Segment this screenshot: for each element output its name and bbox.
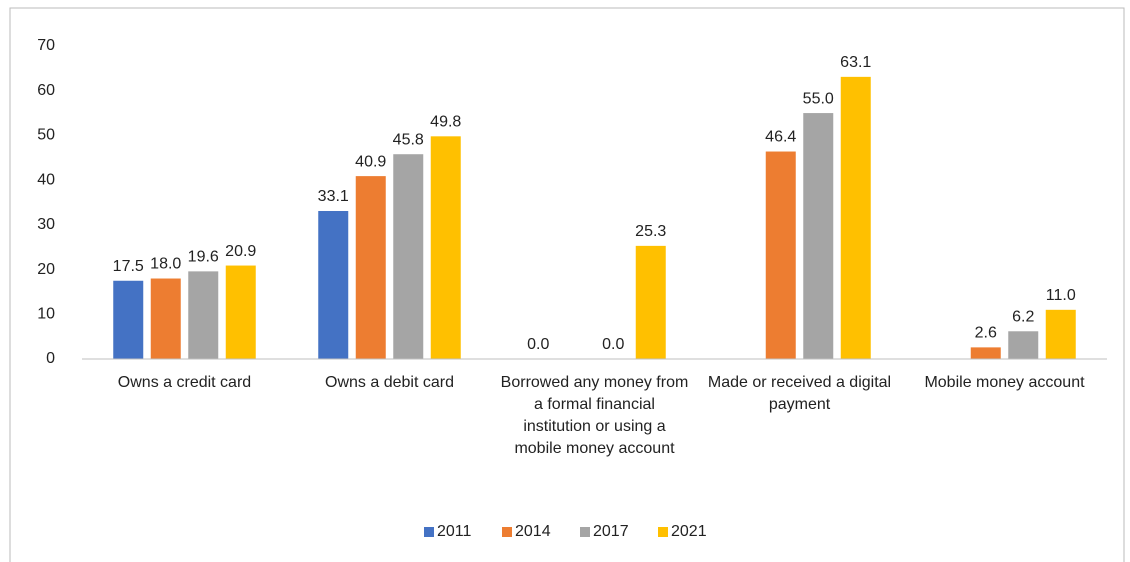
bar [970,347,1001,359]
data-label: 55.0 [803,90,834,107]
data-label: 33.1 [318,188,349,205]
y-tick-label: 30 [37,216,55,233]
y-tick-label: 40 [37,171,55,188]
x-tick-label: Owns a credit card [118,374,251,391]
x-tick-label: Mobile money account [924,374,1085,391]
bar [803,113,834,359]
bar [1045,309,1076,359]
data-label: 46.4 [765,129,796,146]
legend-label: 2017 [593,523,629,540]
data-label: 0.0 [602,336,624,353]
data-label: 19.6 [188,249,219,266]
bar [113,280,144,359]
data-label: 2.6 [975,325,997,342]
bar [150,278,181,359]
data-label: 20.9 [225,243,256,260]
bar [188,271,219,359]
bar [1008,331,1039,359]
data-label: 40.9 [355,153,386,170]
y-tick-label: 0 [46,350,55,367]
legend-label: 2014 [515,523,551,540]
data-label: 45.8 [393,131,424,148]
bar [635,245,666,359]
bar [393,154,424,359]
legend-label: 2021 [671,523,707,540]
data-label: 18.0 [150,256,181,273]
x-tick-label: Made or received a digital payment [708,374,891,413]
x-tick-label: Borrowed any money from a formal financia… [501,374,689,457]
legend-swatch [502,527,512,537]
y-tick-label: 50 [37,127,55,144]
bar [840,76,871,360]
y-tick-label: 10 [37,306,55,323]
data-label: 25.3 [635,223,666,240]
legend-swatch [580,527,590,537]
y-tick-label: 70 [37,37,55,54]
y-tick-label: 60 [37,82,55,99]
legend-swatch [424,527,434,537]
y-tick-label: 20 [37,261,55,278]
bar [430,136,461,359]
data-label: 6.2 [1012,308,1034,325]
data-label: 17.5 [113,258,144,275]
bar [355,176,386,359]
data-label: 0.0 [527,336,549,353]
data-label: 63.1 [840,54,871,71]
data-label: 49.8 [430,114,461,131]
legend-label: 2011 [437,523,472,540]
bar [318,210,349,359]
bar [225,265,256,359]
chart-border [9,7,1125,562]
data-label: 11.0 [1046,287,1076,304]
x-tick-label: Owns a debit card [325,374,454,391]
legend-swatch [658,527,668,537]
bar [765,151,796,359]
